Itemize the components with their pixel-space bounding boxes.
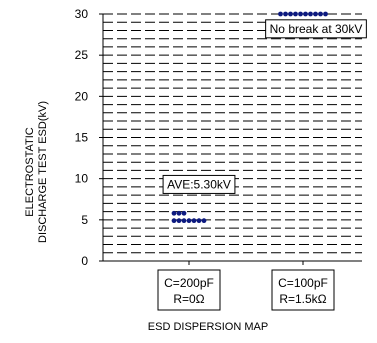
category-box	[157, 269, 221, 311]
data-point	[323, 11, 328, 17]
y-tick-label: 30	[75, 7, 89, 21]
data-point	[318, 11, 323, 17]
y-tick-label: 20	[75, 89, 89, 103]
data-point	[288, 11, 293, 17]
data-point	[308, 11, 313, 17]
grid-lines	[103, 13, 362, 254]
x-axis-title: ESD DISPERSION MAP	[148, 321, 268, 333]
data-point	[181, 210, 187, 216]
annotation-callout: No break at 30kV	[265, 19, 367, 39]
category-label: C=200pF R=0Ω	[157, 269, 221, 311]
annotation-box	[265, 19, 367, 39]
data-point	[191, 218, 197, 224]
y-tick-labels: 0 5 10 15 20 25 30	[75, 7, 304, 268]
data-point	[171, 218, 177, 224]
annotation-text: AVE:5.30kV	[167, 177, 231, 191]
data-point	[181, 218, 187, 224]
annotation-box	[162, 174, 236, 194]
category-labels: C=200pF R=0Ω C=100pF R=1.5kΩ	[157, 269, 335, 311]
y-axis-title-line-1: ELECTROSTATIC	[24, 127, 36, 216]
data-markers	[171, 11, 328, 224]
category-label-line: R=0Ω	[173, 292, 204, 306]
y-tick-label: 15	[75, 131, 89, 145]
category-label-line: C=200pF	[164, 276, 214, 290]
data-point	[303, 11, 308, 17]
category-label-line: C=100pF	[278, 276, 328, 290]
data-point	[283, 11, 288, 17]
annotations: No break at 30kV AVE:5.30kV	[162, 19, 367, 194]
data-point	[278, 11, 283, 17]
y-tick-label: 10	[75, 172, 89, 186]
data-point	[293, 11, 298, 17]
category-label: C=100pF R=1.5kΩ	[271, 269, 335, 311]
annotation-text: No break at 30kV	[270, 22, 363, 36]
category-label-line: R=1.5kΩ	[279, 292, 326, 306]
data-point	[176, 218, 182, 224]
data-point	[171, 210, 177, 216]
data-point	[298, 11, 303, 17]
data-point	[313, 11, 318, 17]
data-point	[201, 218, 207, 224]
annotation-callout: AVE:5.30kV	[162, 174, 236, 194]
y-tick-label: 5	[81, 213, 88, 227]
data-point	[176, 210, 182, 216]
y-tick-label: 25	[75, 48, 89, 62]
y-tick-label: 0	[81, 254, 88, 268]
y-axis-title-line-2: DISCHARGE TEST ESD(kV)	[37, 101, 49, 243]
data-point	[186, 218, 192, 224]
category-box	[271, 269, 335, 311]
data-point	[196, 218, 202, 224]
